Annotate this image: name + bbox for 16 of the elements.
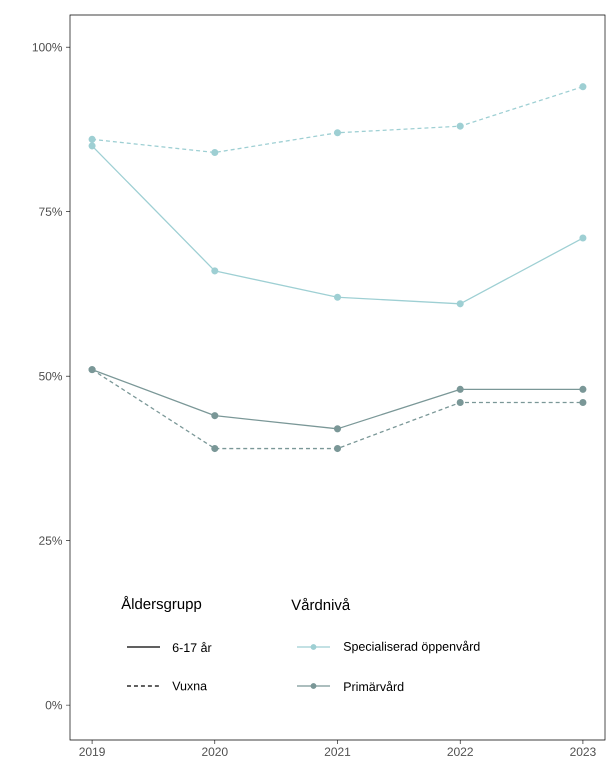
text: Åldersgrupp — [121, 596, 202, 612]
legend-label: Specialiserad öppenvård — [344, 640, 480, 654]
y-tick-label: 100% — [32, 43, 62, 52]
y-tick-label: 75% — [39, 207, 62, 216]
x-tick-label: 2021 — [324, 748, 350, 756]
y-tick-label: 0% — [46, 700, 62, 710]
annotation: 6-17 år — [172, 642, 212, 652]
y-tick-label: 25% — [39, 536, 62, 545]
text: Vårdnivå — [291, 598, 350, 610]
x-tick-label: 2019 — [79, 748, 105, 756]
x-tick-label: 2022 — [448, 748, 473, 756]
x-tick-label: 2023 — [570, 748, 596, 756]
y-tick-label: 50% — [39, 372, 62, 380]
annotation: Vuxna — [172, 682, 208, 690]
x-tick-label: 2020 — [202, 748, 228, 756]
legend-label: Primärvård — [344, 680, 404, 692]
